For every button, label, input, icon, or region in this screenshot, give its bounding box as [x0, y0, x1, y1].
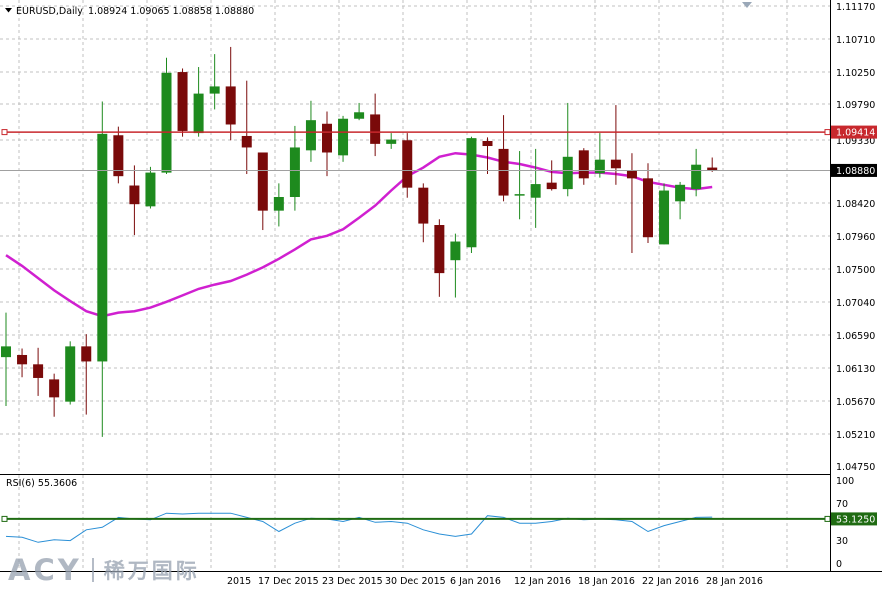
bear-candle: [546, 160, 557, 191]
price-axis-label: 1.08420: [836, 199, 875, 210]
bull-candle: [466, 136, 477, 254]
chart-shift-icon[interactable]: [742, 2, 752, 8]
bear-candle: [707, 157, 718, 172]
candlestick-series: [1, 46, 718, 437]
price-axis-label: 1.07960: [836, 232, 875, 243]
rsi-level-line[interactable]: [1, 515, 831, 522]
time-axis-label: 2015: [227, 576, 251, 587]
bull-candle: [562, 102, 573, 197]
bull-candle: [65, 341, 76, 405]
price-axis-label: 1.11170: [836, 2, 875, 13]
price-axis-label: 1.06130: [836, 364, 875, 375]
time-axis-label: 22 Jan 2016: [642, 576, 699, 587]
rsi-axis-label: 100: [836, 476, 854, 487]
bull-candle: [209, 54, 220, 110]
ohlc-values: 1.08924 1.09065 1.08858 1.08880: [88, 6, 254, 17]
current-price-label: 1.08880: [836, 166, 875, 177]
bull-candle: [193, 67, 204, 137]
resistance-price-tag: 1.09414: [831, 125, 877, 139]
bull-candle: [691, 148, 702, 197]
bull-candle: [97, 101, 108, 437]
bull-candle: [354, 102, 365, 121]
price-axis-label: 1.09790: [836, 100, 875, 111]
bull-candle: [1, 312, 11, 406]
price-axis-label: 1.07040: [836, 298, 875, 309]
resistance-price-label: 1.09414: [836, 128, 875, 139]
bear-candle: [370, 93, 381, 157]
price-axis-label: 1.09330: [836, 136, 875, 147]
time-axis[interactable]: 2015 17 Dec 2015 23 Dec 2015 30 Dec 2015…: [227, 576, 763, 587]
bull-candle: [675, 181, 686, 220]
time-axis-label: 30 Dec 2015: [385, 576, 446, 587]
moving-average-path: [5, 151, 713, 318]
time-axis-label: 23 Dec 2015: [322, 576, 383, 587]
time-axis-label: 12 Jan 2016: [514, 576, 571, 587]
rsi-axis[interactable]: 100 70 30 0: [836, 476, 854, 570]
price-grid: [0, 0, 830, 474]
bear-candle: [402, 133, 413, 198]
bull-candle: [338, 115, 349, 162]
price-axis-label: 1.06590: [836, 331, 875, 342]
bear-candle: [643, 163, 653, 243]
dropdown-triangle-icon[interactable]: [5, 8, 12, 13]
resistance-line[interactable]: [1, 129, 831, 136]
rsi-axis-label: 0: [836, 559, 842, 570]
price-axis-label: 1.05210: [836, 430, 875, 441]
time-axis-label: 17 Dec 2015: [258, 576, 319, 587]
bull-candle: [273, 183, 284, 227]
bear-candle: [113, 126, 124, 184]
bear-candle: [33, 347, 44, 396]
bull-candle: [386, 133, 397, 149]
price-axis-label: 1.10250: [836, 68, 875, 79]
bull-candle: [659, 183, 670, 245]
rsi-level-label: 53.1250: [836, 514, 875, 525]
price-axis-label: 1.10710: [836, 35, 875, 46]
bear-candle: [626, 153, 637, 254]
bear-candle: [177, 68, 188, 137]
bear-candle: [241, 80, 252, 175]
bull-candle: [161, 57, 172, 175]
bull-candle: [514, 151, 525, 220]
bear-candle: [17, 348, 28, 378]
bull-candle: [305, 100, 316, 162]
chart-header: EURUSD,Daily 1.08924 1.09065 1.08858 1.0…: [5, 2, 752, 17]
rsi-axis-label: 30: [836, 536, 848, 547]
bear-candle: [322, 111, 332, 177]
bear-candle: [81, 334, 92, 415]
rsi-title: RSI(6) 55.3606: [6, 478, 77, 489]
bull-candle: [145, 166, 156, 209]
bear-candle: [434, 219, 445, 297]
rsi-level-tag: 53.1250: [831, 512, 877, 526]
bear-candle: [225, 46, 236, 141]
time-axis-label: 6 Jan 2016: [450, 576, 501, 587]
bear-candle: [129, 165, 140, 236]
time-axis-label: 18 Jan 2016: [578, 576, 635, 587]
bull-candle: [450, 233, 461, 298]
bear-candle: [49, 373, 60, 417]
bear-candle: [257, 152, 268, 231]
price-axis-label: 1.07500: [836, 265, 875, 276]
bear-candle: [418, 183, 429, 243]
price-axis-label: 1.04750: [836, 462, 875, 473]
bull-candle: [530, 148, 541, 228]
bear-candle: [482, 137, 493, 175]
bear-candle: [498, 115, 509, 202]
current-price-tag: 1.08880: [831, 163, 877, 177]
rsi-axis-label: 70: [836, 499, 848, 510]
price-axis[interactable]: 1.11170 1.10710 1.10250 1.09790 1.09330 …: [836, 2, 875, 473]
bear-candle: [610, 105, 621, 185]
price-axis-label: 1.05670: [836, 397, 875, 408]
time-axis-label: 28 Jan 2016: [706, 576, 763, 587]
moving-average-line: [5, 151, 713, 318]
bull-candle: [289, 125, 300, 211]
symbol-label: EURUSD,Daily: [16, 6, 83, 17]
bear-candle: [578, 148, 589, 185]
